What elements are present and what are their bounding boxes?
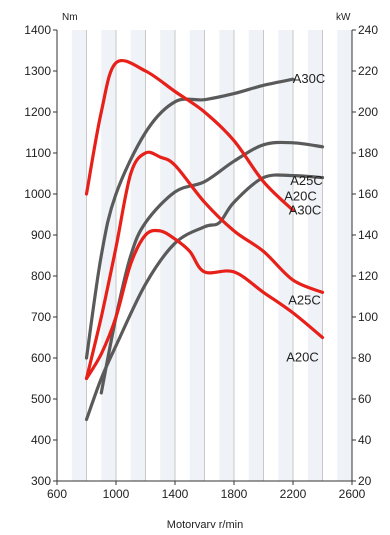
left-tick-label: 800 [31, 269, 51, 283]
left-tick-label: 700 [31, 310, 51, 324]
x-tick-label: 1000 [103, 487, 130, 501]
x-tick-label: 1400 [162, 487, 189, 501]
power-curve-a20c [84, 173, 325, 422]
left-tick-label: 1100 [25, 146, 51, 160]
torque-curve-a25c [84, 150, 325, 381]
right-tick-label: 220 [358, 64, 378, 78]
torque-curves [84, 58, 325, 381]
x-tick-label: 1800 [221, 487, 248, 501]
power-label-a20c: A20C [284, 189, 317, 204]
left-tick-label: 1000 [24, 187, 51, 201]
power-label-a25c: A25C [290, 173, 323, 188]
right-tick-label: 120 [358, 269, 378, 283]
right-tick-label: 180 [358, 146, 378, 160]
torque-label-a25c: A25C [288, 292, 321, 307]
grid-strip [337, 30, 352, 481]
grid-strip [278, 30, 293, 481]
right-tick-label: 240 [358, 23, 378, 37]
x-tick-label: 600 [47, 487, 67, 501]
right-tick-label: 100 [358, 310, 378, 324]
grid-strip [248, 30, 264, 481]
grid-strip [189, 30, 205, 481]
left-tick-label: 400 [31, 433, 51, 447]
power-curve-a30c [84, 77, 295, 360]
grid-strip [219, 30, 234, 481]
grid-strip [130, 30, 146, 481]
left-tick-label: 600 [31, 351, 51, 365]
right-tick-label: 60 [358, 392, 372, 406]
left-tick-label: 500 [31, 392, 51, 406]
x-axis-label: Motorvarv r/min [167, 519, 243, 531]
right-tick-label: 200 [358, 105, 378, 119]
left-tick-label: 1200 [24, 105, 51, 119]
torque-curve-a30c [84, 58, 295, 212]
torque-label-a30c: A30C [289, 202, 322, 217]
grid-strip [160, 30, 175, 481]
left-tick-label: 300 [31, 474, 51, 488]
right-tick-label: 40 [358, 433, 372, 447]
left-tick-label: 1400 [24, 23, 51, 37]
right-axis-unit: kW [336, 12, 351, 23]
left-tick-label: 900 [31, 228, 51, 242]
x-tick-label: 2600 [339, 487, 366, 501]
power-label-a30c: A30C [293, 71, 326, 86]
right-tick-label: 80 [358, 351, 372, 365]
right-tick-label: 160 [358, 187, 378, 201]
grid-strip [71, 30, 87, 481]
right-tick-label: 20 [358, 474, 372, 488]
torque-label-a20c: A20C [286, 350, 319, 365]
left-tick-label: 1300 [24, 64, 51, 78]
left-axis-unit: Nm [62, 12, 78, 23]
axes: 300 400 500 600 700 800 900 1000 1100 1200 1300 140… [24, 23, 378, 501]
grid-strip [307, 30, 323, 481]
torque-curve-a20c [84, 228, 325, 381]
x-tick-label: 2200 [280, 487, 307, 501]
right-tick-label: 140 [358, 228, 378, 242]
